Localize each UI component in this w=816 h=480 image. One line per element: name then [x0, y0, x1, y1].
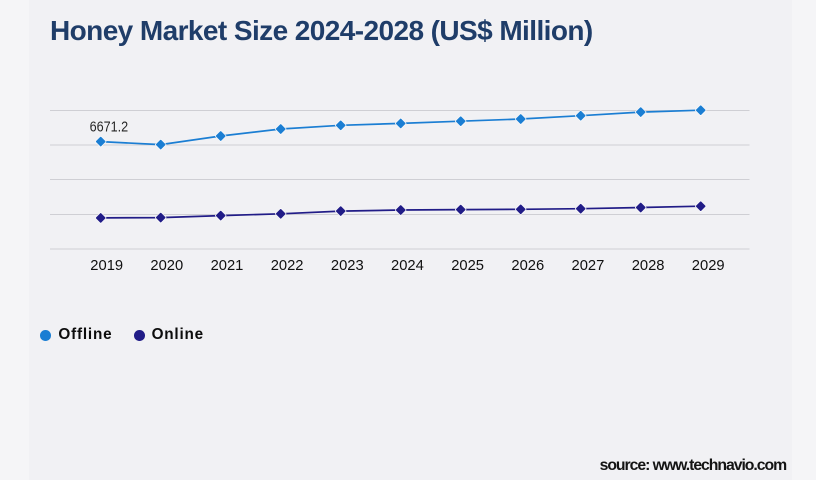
svg-text:2022: 2022	[271, 258, 304, 274]
svg-text:2020: 2020	[150, 258, 183, 274]
svg-text:2026: 2026	[511, 258, 544, 274]
svg-text:2025: 2025	[451, 258, 484, 274]
svg-text:2021: 2021	[211, 258, 244, 274]
svg-text:2027: 2027	[572, 258, 605, 274]
svg-text:2019: 2019	[90, 258, 123, 274]
svg-text:2024: 2024	[391, 258, 424, 274]
svg-text:6671.2: 6671.2	[90, 120, 129, 136]
svg-text:2029: 2029	[692, 258, 725, 274]
svg-text:2028: 2028	[632, 258, 665, 274]
svg-text:2023: 2023	[331, 258, 364, 274]
